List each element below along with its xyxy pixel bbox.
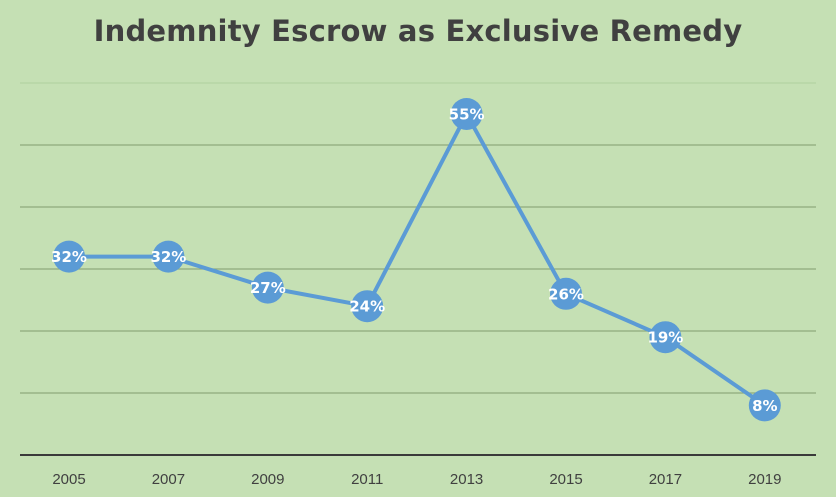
x-tick-label: 2019 bbox=[748, 471, 781, 488]
x-tick-label: 2007 bbox=[152, 471, 185, 488]
grid-lines bbox=[20, 82, 816, 394]
data-point-marker bbox=[450, 98, 483, 130]
data-label: 32% bbox=[150, 248, 186, 266]
chart-title: Indemnity Escrow as Exclusive Remedy bbox=[93, 14, 743, 48]
data-point-marker bbox=[251, 271, 284, 304]
data-point-marker bbox=[351, 290, 384, 323]
data-label: 55% bbox=[449, 106, 485, 124]
x-tick-label: 2009 bbox=[251, 471, 284, 488]
x-tick-label: 2005 bbox=[52, 471, 85, 488]
data-point-marker bbox=[53, 240, 85, 273]
data-point-marker bbox=[748, 389, 781, 422]
data-point-marker bbox=[152, 240, 185, 273]
data-label: 32% bbox=[51, 248, 87, 266]
x-tick-label: 2013 bbox=[450, 471, 483, 488]
data-point-marker bbox=[649, 321, 682, 354]
x-tick-label: 2011 bbox=[351, 471, 383, 488]
data-label: 26% bbox=[548, 285, 584, 303]
series-line-group bbox=[67, 112, 767, 408]
data-markers bbox=[53, 98, 781, 422]
x-tick-label: 2015 bbox=[549, 471, 582, 488]
data-point-marker bbox=[550, 277, 582, 310]
x-tick-label: 2017 bbox=[649, 471, 682, 488]
data-label: 27% bbox=[250, 279, 286, 297]
data-labels: 32% 32% 27% 24% 55% 26% 19% 8% bbox=[51, 106, 777, 415]
x-tick-labels: 2005 2007 2009 2011 2013 2015 2017 2019 bbox=[52, 471, 781, 488]
data-label: 24% bbox=[349, 298, 385, 316]
data-label: 8% bbox=[752, 397, 777, 415]
data-label: 19% bbox=[647, 329, 683, 347]
series-line bbox=[67, 112, 767, 408]
